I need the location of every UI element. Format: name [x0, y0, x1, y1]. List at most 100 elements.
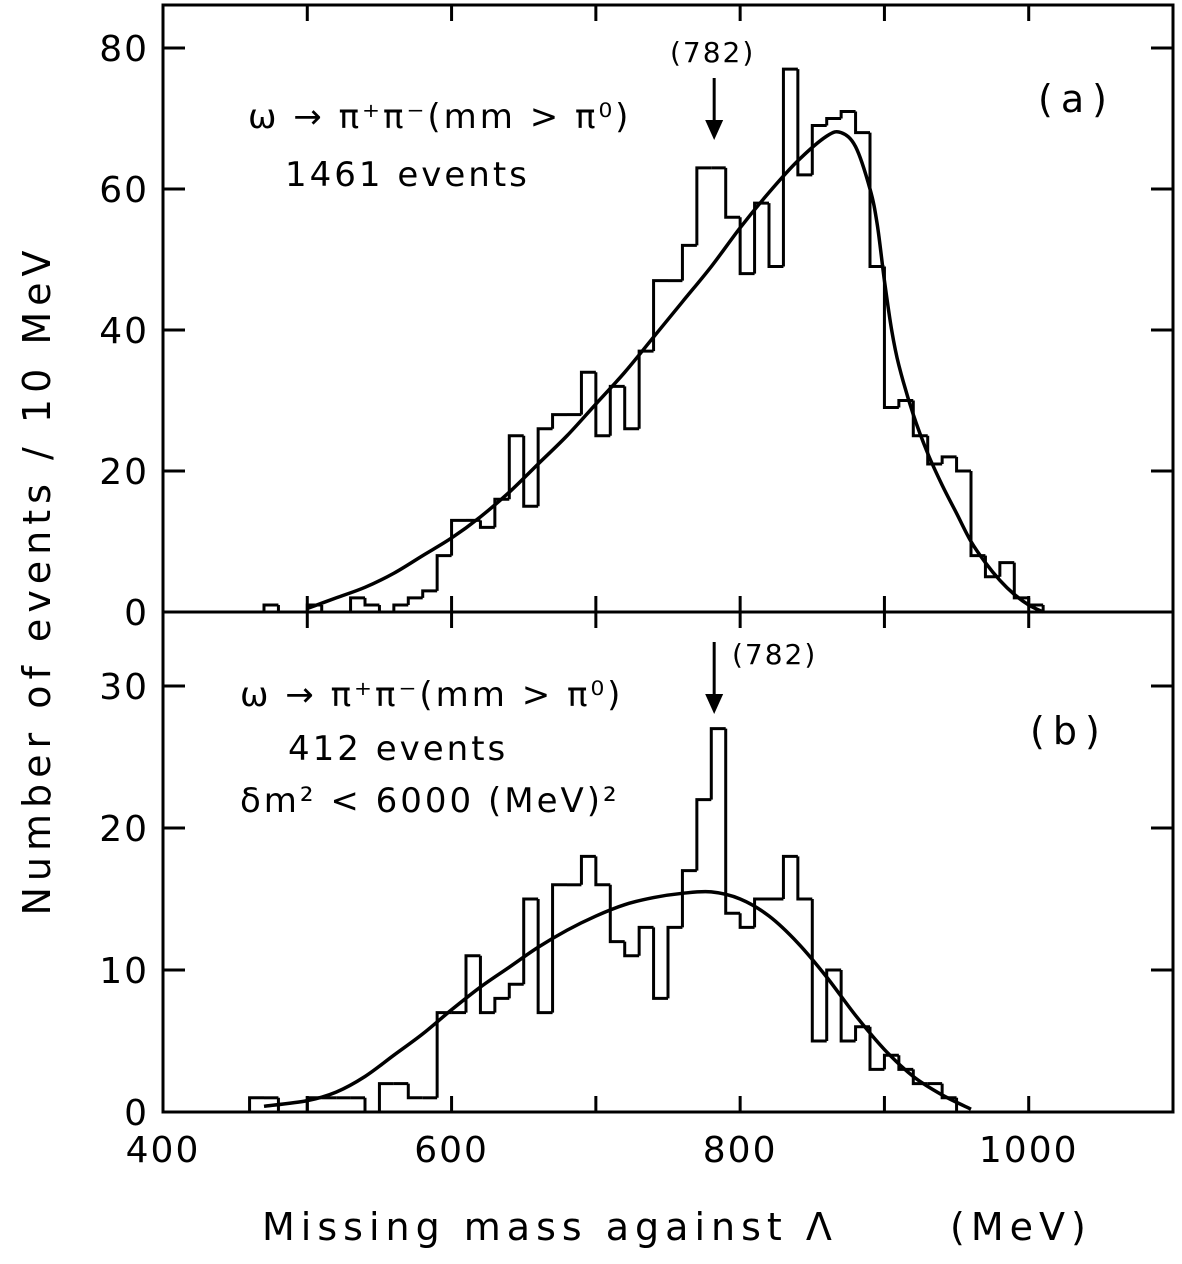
panel-b-bin — [276, 1097, 293, 1114]
panel-a-bin — [854, 111, 870, 135]
panel-b-fit-curve — [263, 889, 972, 1111]
panel-a-ytick-label: 20 — [99, 452, 149, 493]
panel-a-bin — [536, 427, 553, 507]
panel-b-bin — [363, 1097, 380, 1114]
panel-a-events-label: 1461 events — [285, 155, 530, 195]
panel-b-bin — [882, 1053, 899, 1070]
panel-a-bin — [579, 370, 596, 415]
panel-b-cut-label: δm² < 6000 (MeV)² — [240, 781, 620, 821]
panel-a-ytick-label: 0 — [124, 593, 149, 634]
panel-a-bin — [796, 69, 813, 177]
panel-b-ytick-label: 10 — [99, 951, 149, 992]
panel-a-bin — [839, 109, 856, 119]
panel-a-bin — [882, 266, 899, 410]
panel-b-bin — [623, 941, 640, 958]
panel-b-bin — [738, 913, 755, 929]
xtick-label: 800 — [703, 1130, 778, 1171]
panel-b-bin — [551, 883, 567, 1013]
panel-b: 0 10 20 30 400 600 800 1000 — [99, 610, 1175, 1171]
panel-b-frame — [161, 610, 1175, 1114]
panel-a-bin — [955, 456, 971, 473]
panel-a-marker-arrowhead — [705, 120, 724, 140]
panel-b-bin — [652, 927, 668, 1000]
panel-b-bin — [579, 854, 596, 885]
panel-a-panel-label: (a) — [1038, 77, 1115, 121]
panel-b-marker-label: (782) — [732, 638, 817, 671]
xtick-label: 400 — [126, 1130, 201, 1171]
panel-a-bin — [652, 279, 668, 352]
panel-b-bin — [724, 728, 741, 915]
panel-b-bin — [897, 1055, 914, 1071]
panel-a: 0 20 40 60 80 — [99, 3, 1175, 634]
panel-b-bin — [796, 856, 813, 901]
y-axis-title: Number of events / 10 MeV — [15, 244, 59, 915]
panel-b-bin — [522, 897, 539, 985]
panel-b-bin — [709, 727, 726, 800]
panel-a-bin — [363, 597, 380, 607]
panel-a-bin — [1027, 597, 1044, 607]
panel-a-bin — [421, 589, 438, 598]
panel-b-bin — [406, 1083, 423, 1100]
panel-b-ytick-label: 30 — [99, 667, 149, 708]
panel-a-marker-label: (782) — [670, 36, 755, 69]
panel-a-bin — [738, 217, 755, 276]
panel-a-bin — [594, 372, 611, 438]
panel-a-bin — [522, 435, 539, 508]
panel-a-bin — [781, 67, 798, 267]
panel-b-panel-label: (b) — [1030, 709, 1108, 753]
panel-a-bin — [998, 561, 1015, 577]
panel-b-bin — [478, 955, 495, 1015]
panel-b-bin — [940, 1083, 957, 1100]
panel-a-bin — [724, 167, 741, 219]
panel-a-bin — [926, 435, 943, 466]
panel-a-bin — [695, 166, 712, 246]
panel-b-bin — [536, 899, 553, 1015]
panel-a-bin — [1012, 562, 1029, 600]
panel-a-bin — [262, 603, 279, 612]
panel-a-bin — [680, 243, 697, 281]
panel-b-bin — [493, 996, 510, 1013]
panel-a-ytick-label: 80 — [99, 29, 149, 70]
panel-a-bin — [810, 124, 827, 175]
panel-a-reaction-label: ω → π⁺π⁻(mm > π⁰) — [248, 97, 631, 137]
panel-a-bin — [435, 554, 452, 591]
panel-b-bin — [680, 869, 697, 928]
xtick-label: 1000 — [979, 1130, 1079, 1171]
panel-b-events-label: 412 events — [288, 729, 508, 769]
panel-b-bin — [464, 954, 481, 1013]
panel-a-bin — [767, 203, 784, 269]
panel-a-bin — [493, 497, 510, 528]
panel-b-bin — [753, 897, 769, 928]
panel-b-bin — [695, 798, 712, 871]
panel-b-bin — [637, 925, 654, 956]
panel-b-ytick-label: 0 — [124, 1093, 149, 1134]
panel-a-bin — [349, 596, 365, 612]
panel-b-bin — [507, 982, 524, 999]
panel-a-bin — [551, 413, 567, 429]
panel-a-bin — [406, 596, 423, 605]
panel-a-ytick-label: 40 — [99, 311, 149, 352]
panel-a-ytick-label: 60 — [99, 170, 149, 211]
panel-a-bin — [608, 384, 625, 436]
x-axis-title: Missing mass against Λ — [262, 1205, 838, 1249]
panel-b-bin — [666, 925, 683, 999]
panel-a-bin — [825, 117, 842, 126]
panel-b-bin — [825, 968, 842, 1041]
panel-b-reaction-label: ω → π⁺π⁻(mm > π⁰) — [240, 675, 623, 715]
panel-a-bin — [637, 349, 654, 429]
panel-a-bin — [392, 603, 409, 612]
panel-a-bin — [623, 386, 640, 431]
panel-b-marker-arrowhead — [705, 694, 724, 714]
panel-b-bin — [810, 899, 827, 1043]
panel-a-bin — [753, 201, 769, 274]
panel-a-bin — [940, 455, 957, 464]
panel-b-bin — [248, 1096, 264, 1112]
panel-b-bin — [377, 1082, 394, 1112]
panel-a-fit-curve — [306, 129, 1044, 614]
panel-b-bin — [781, 854, 798, 899]
x-axis-unit: (MeV) — [950, 1205, 1092, 1249]
panel-b-ytick-label: 20 — [99, 809, 149, 850]
panel-b-bin — [435, 1011, 452, 1098]
panel-a-bin — [868, 132, 885, 269]
